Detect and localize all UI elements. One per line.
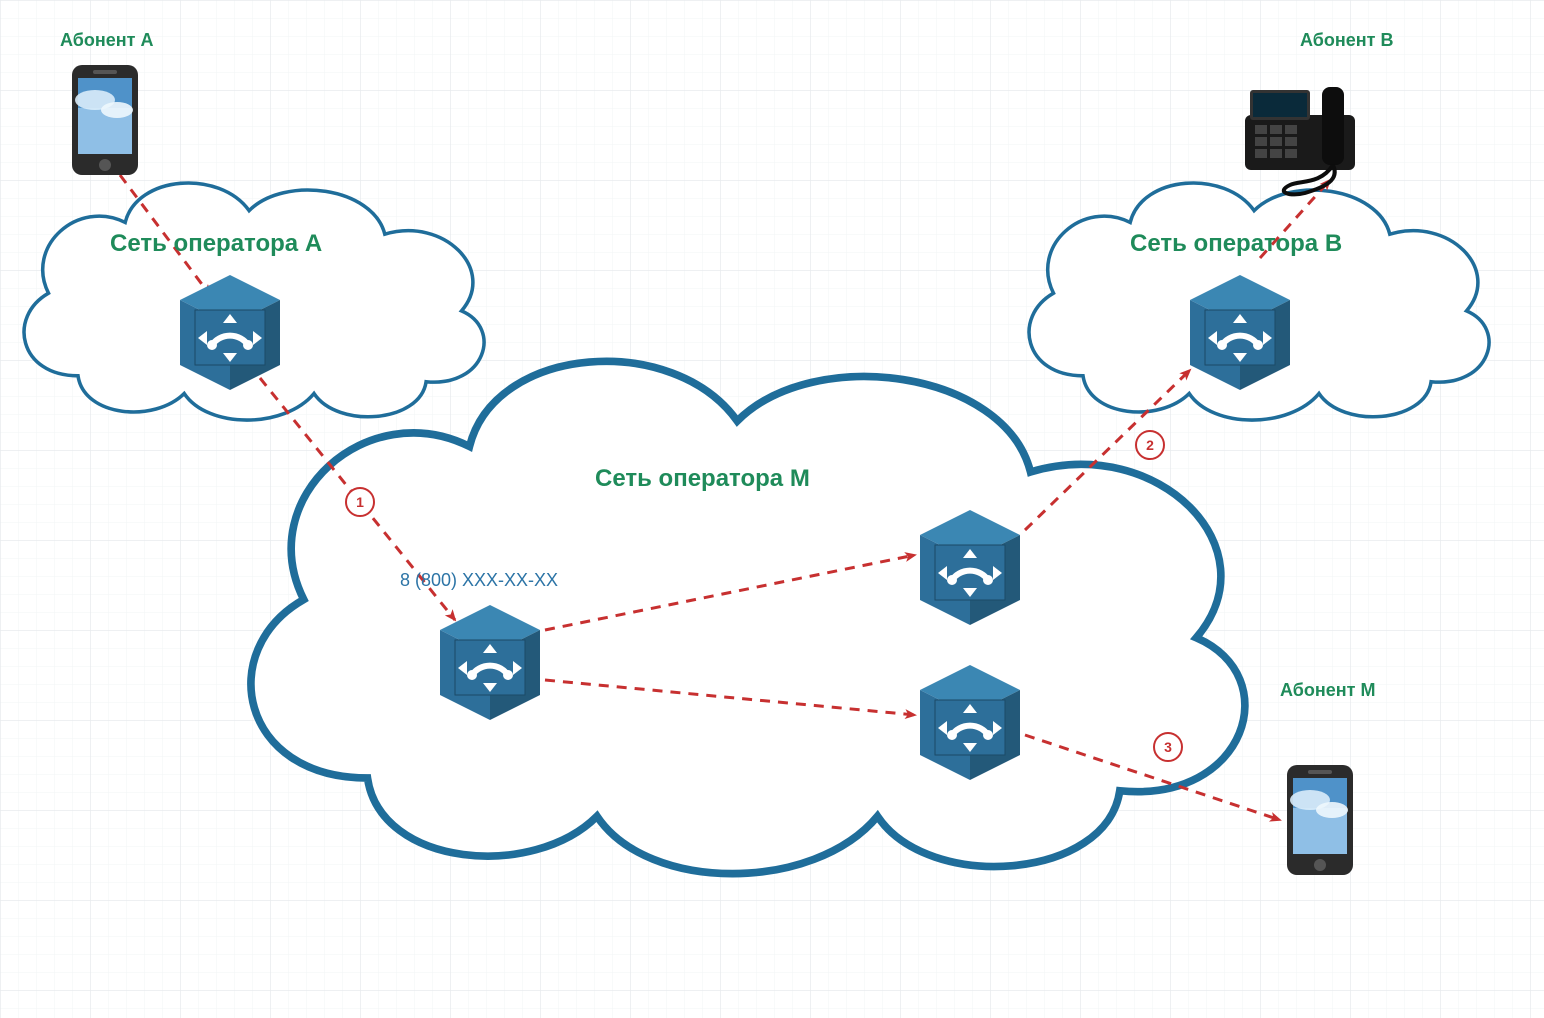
diagram-stage: 1 2 3 Абонент А Абонент В Абонент М Сеть о… bbox=[0, 0, 1544, 1018]
cloud-b-label: Сеть оператора В bbox=[1130, 230, 1342, 258]
desk-phone-icon bbox=[1245, 87, 1355, 194]
svg-text:3: 3 bbox=[1164, 739, 1172, 755]
mobile-phone-icon bbox=[1287, 765, 1353, 875]
cloud-m-label: Сеть оператора М bbox=[595, 465, 810, 493]
cloud-a-label: Сеть оператора А bbox=[110, 230, 322, 258]
cloud-m bbox=[251, 361, 1245, 873]
step-badge-2: 2 bbox=[1136, 431, 1164, 459]
step-badge-3: 3 bbox=[1154, 733, 1182, 761]
subscriber-m-label: Абонент М bbox=[1280, 680, 1375, 701]
subscriber-a-label: Абонент А bbox=[60, 30, 153, 51]
diagram-layer: 1 2 3 bbox=[0, 0, 1544, 1018]
svg-text:2: 2 bbox=[1146, 437, 1154, 453]
subscriber-b-label: Абонент В bbox=[1300, 30, 1393, 51]
mobile-phone-icon bbox=[72, 65, 138, 175]
svg-text:1: 1 bbox=[356, 494, 364, 510]
phone-number-label: 8 (800) XXX-XX-XX bbox=[400, 570, 558, 591]
step-badge-1: 1 bbox=[346, 488, 374, 516]
